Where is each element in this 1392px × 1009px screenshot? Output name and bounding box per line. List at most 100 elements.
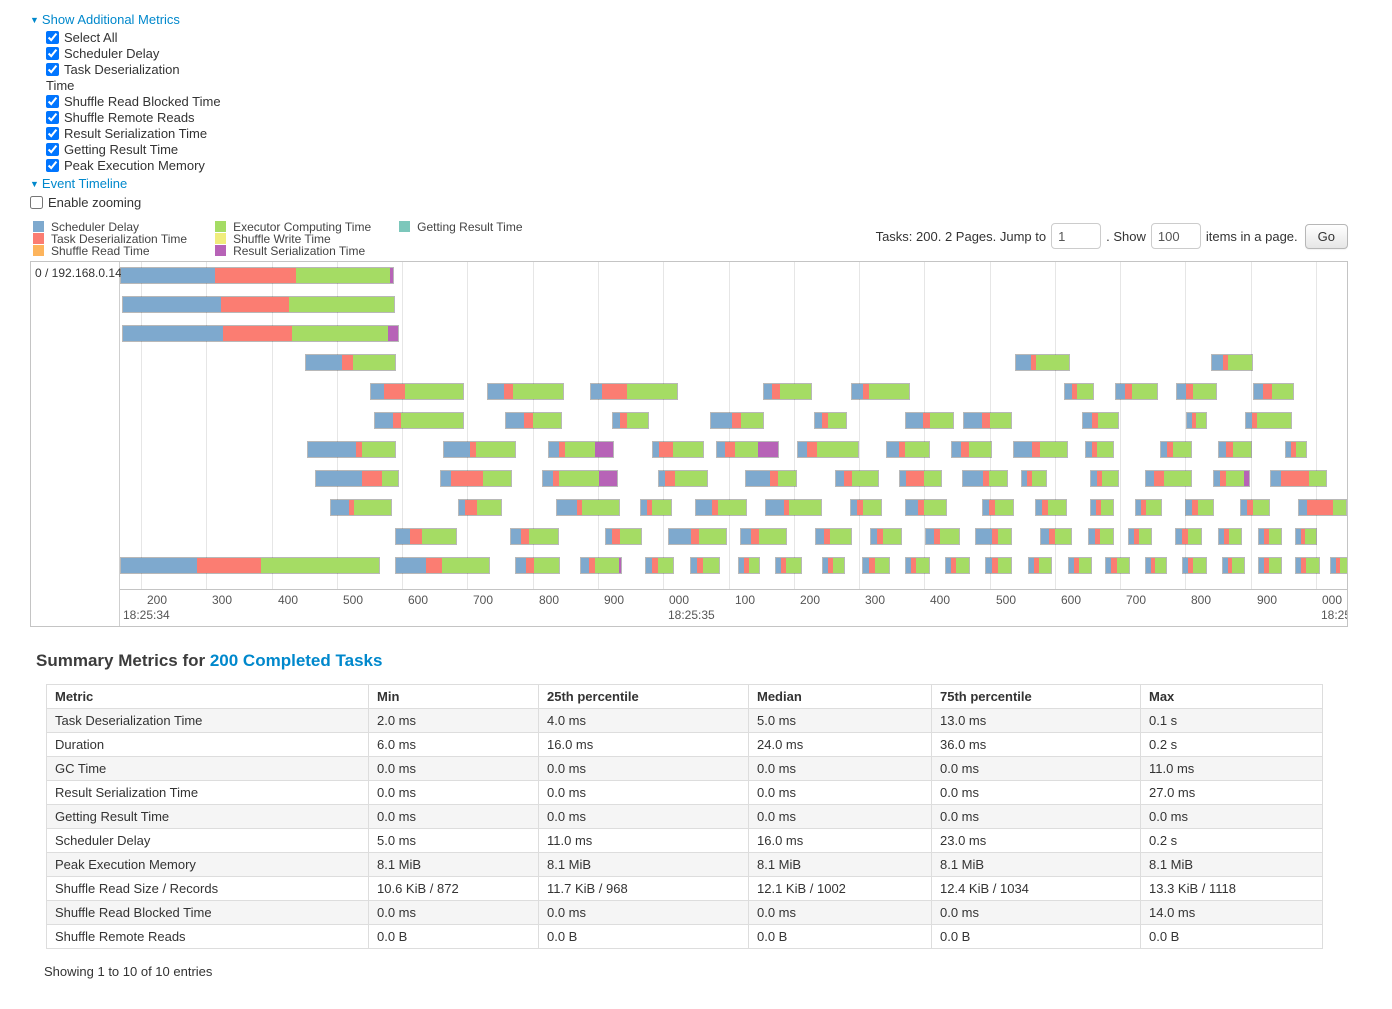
task-bar[interactable] [548, 441, 614, 458]
task-bar[interactable] [1145, 557, 1167, 574]
go-button[interactable]: Go [1304, 223, 1348, 249]
task-bar[interactable] [815, 528, 852, 545]
task-bar[interactable] [925, 528, 960, 545]
task-bar[interactable] [122, 296, 395, 313]
metric-option[interactable]: Task Deserialization Time [46, 62, 186, 94]
metric-option[interactable]: Select All [46, 30, 214, 46]
task-bar[interactable] [1115, 383, 1158, 400]
task-bar[interactable] [395, 557, 490, 574]
task-bar[interactable] [1285, 441, 1307, 458]
metric-option[interactable]: Getting Result Time [46, 142, 214, 158]
task-bar[interactable] [1258, 557, 1282, 574]
metric-option[interactable]: Shuffle Remote Reads [46, 110, 214, 126]
task-bar[interactable] [1218, 528, 1242, 545]
task-bar[interactable] [886, 441, 930, 458]
task-bar[interactable] [1088, 528, 1114, 545]
task-bar[interactable] [1185, 499, 1214, 516]
task-bar[interactable] [315, 470, 399, 487]
task-bar[interactable] [985, 557, 1012, 574]
task-bar[interactable] [1182, 557, 1207, 574]
event-timeline-toggle[interactable]: ▼ Event Timeline [30, 176, 1392, 191]
task-bar[interactable] [668, 528, 727, 545]
task-bar[interactable] [1145, 470, 1192, 487]
task-bar[interactable] [710, 412, 764, 429]
task-bar[interactable] [1258, 528, 1282, 545]
task-bar[interactable] [1015, 354, 1070, 371]
metric-checkbox[interactable] [46, 143, 59, 156]
task-bar[interactable] [738, 557, 760, 574]
task-bar[interactable] [982, 499, 1014, 516]
task-bar[interactable] [945, 557, 970, 574]
task-bar[interactable] [695, 499, 747, 516]
task-bar[interactable] [1330, 557, 1347, 574]
task-bar[interactable] [1245, 412, 1292, 429]
task-bar[interactable] [975, 528, 1012, 545]
task-bar[interactable] [1090, 470, 1119, 487]
metric-checkbox[interactable] [46, 31, 59, 44]
jump-to-page-input[interactable] [1051, 223, 1102, 249]
task-bar[interactable] [851, 383, 910, 400]
task-bar[interactable] [122, 325, 399, 342]
task-bar[interactable] [822, 557, 845, 574]
metric-option[interactable]: Scheduler Delay [46, 46, 214, 62]
task-bar[interactable] [763, 383, 812, 400]
task-bar[interactable] [443, 441, 516, 458]
task-bar[interactable] [905, 499, 947, 516]
task-bar[interactable] [440, 470, 512, 487]
task-bar[interactable] [120, 557, 380, 574]
task-bar[interactable] [458, 499, 502, 516]
task-bar[interactable] [1028, 557, 1052, 574]
show-additional-metrics-toggle[interactable]: ▼ Show Additional Metrics [30, 12, 1392, 27]
task-bar[interactable] [905, 412, 954, 429]
task-bar[interactable] [951, 441, 992, 458]
task-bar[interactable] [1082, 412, 1119, 429]
enable-zooming-option[interactable]: Enable zooming [30, 195, 141, 210]
task-bar[interactable] [835, 470, 879, 487]
task-bar[interactable] [1135, 499, 1162, 516]
task-bar[interactable] [1021, 470, 1047, 487]
task-bar[interactable] [1270, 470, 1327, 487]
task-bar[interactable] [120, 267, 394, 284]
task-bar[interactable] [307, 441, 396, 458]
task-bar[interactable] [1040, 528, 1072, 545]
completed-tasks-link[interactable]: 200 Completed Tasks [209, 651, 383, 670]
task-bar[interactable] [652, 441, 704, 458]
task-bar[interactable] [605, 528, 642, 545]
task-bar[interactable] [640, 499, 672, 516]
task-bar[interactable] [374, 412, 464, 429]
task-bar[interactable] [962, 470, 1008, 487]
metric-checkbox[interactable] [46, 47, 59, 60]
task-bar[interactable] [899, 470, 942, 487]
task-bar[interactable] [963, 412, 1012, 429]
task-bar[interactable] [1213, 470, 1250, 487]
task-bar[interactable] [862, 557, 890, 574]
task-bar[interactable] [850, 499, 882, 516]
task-bar[interactable] [330, 499, 392, 516]
metric-checkbox[interactable] [46, 111, 59, 124]
metric-option[interactable]: Result Serialization Time [46, 126, 214, 142]
enable-zooming-checkbox[interactable] [30, 196, 43, 209]
task-bar[interactable] [1035, 499, 1067, 516]
task-bar[interactable] [1295, 557, 1320, 574]
task-bar[interactable] [370, 383, 464, 400]
metric-checkbox[interactable] [46, 159, 59, 172]
task-bar[interactable] [1295, 528, 1317, 545]
task-bar[interactable] [870, 528, 902, 545]
task-bar[interactable] [645, 557, 674, 574]
task-bar[interactable] [1013, 441, 1068, 458]
task-bar[interactable] [814, 412, 847, 429]
metric-checkbox[interactable] [46, 63, 59, 76]
task-bar[interactable] [1176, 383, 1217, 400]
task-bar[interactable] [505, 412, 562, 429]
task-bar[interactable] [797, 441, 859, 458]
task-bar[interactable] [1240, 499, 1270, 516]
task-bar[interactable] [1298, 499, 1347, 516]
task-bar[interactable] [556, 499, 620, 516]
metric-option[interactable]: Shuffle Read Blocked Time [46, 94, 221, 110]
task-bar[interactable] [1105, 557, 1130, 574]
task-bar[interactable] [1253, 383, 1294, 400]
metric-checkbox[interactable] [46, 95, 59, 108]
task-bar[interactable] [775, 557, 802, 574]
task-bar[interactable] [1222, 557, 1245, 574]
task-bar[interactable] [1175, 528, 1202, 545]
